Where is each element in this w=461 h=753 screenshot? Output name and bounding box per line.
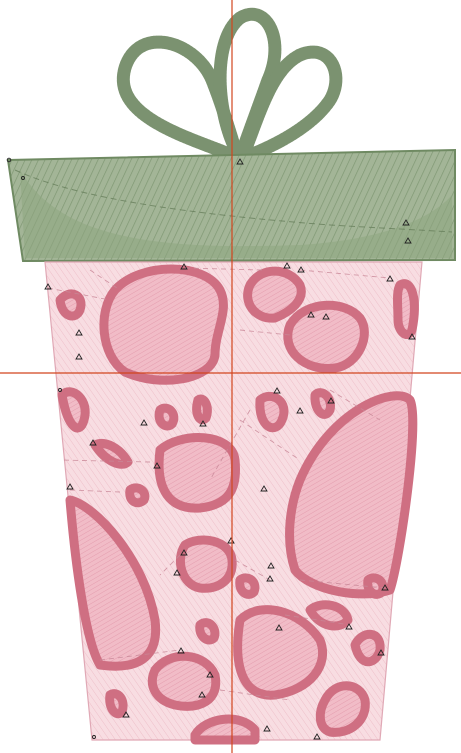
spot-small-8[interactable] [105, 689, 128, 719]
triangle-marker-icon[interactable] [180, 549, 188, 556]
triangle-marker-icon[interactable] [75, 329, 83, 336]
triangle-marker-icon[interactable] [297, 266, 305, 273]
spot-lower-center[interactable] [176, 535, 237, 593]
spot-bottom-right[interactable] [315, 681, 370, 737]
spot-small-14[interactable] [192, 394, 212, 425]
triangle-marker-icon[interactable] [313, 733, 321, 740]
triangle-marker-icon[interactable] [386, 275, 394, 282]
spot-small-9[interactable] [305, 600, 353, 631]
triangle-marker-icon[interactable] [44, 283, 52, 290]
triangle-marker-icon[interactable] [260, 485, 268, 492]
spot-small-13[interactable] [154, 403, 179, 431]
spot-right-top[interactable] [283, 300, 369, 373]
triangle-marker-icon[interactable] [345, 623, 353, 630]
triangle-marker-icon[interactable] [273, 387, 281, 394]
spot-small-6[interactable] [235, 573, 260, 599]
spot-top-center[interactable] [243, 266, 306, 323]
triangle-marker-icon[interactable] [327, 397, 335, 404]
stitch-markers[interactable] [6, 157, 416, 740]
triangle-marker-icon[interactable] [236, 158, 244, 165]
spot-small-4[interactable] [310, 388, 335, 419]
spot-small-12[interactable] [90, 439, 133, 469]
triangle-marker-icon[interactable] [283, 262, 291, 269]
spot-small-5[interactable] [125, 483, 150, 508]
triangle-marker-icon[interactable] [153, 462, 161, 469]
bow-loop-right[interactable] [235, 45, 343, 165]
triangle-marker-icon[interactable] [89, 439, 97, 446]
triangle-marker-icon[interactable] [206, 671, 214, 678]
triangle-marker-icon[interactable] [266, 575, 274, 582]
triangle-marker-icon[interactable] [173, 569, 181, 576]
spot-small-7[interactable] [195, 618, 220, 645]
spot-middle[interactable] [154, 433, 241, 513]
dot-marker-icon[interactable] [58, 388, 62, 392]
triangle-marker-icon[interactable] [75, 353, 83, 360]
lid-shading [20, 170, 452, 258]
triangle-marker-icon[interactable] [198, 691, 206, 698]
lid-dashed-seam [14, 169, 453, 233]
triangle-marker-icon[interactable] [267, 562, 275, 569]
triangle-marker-icon[interactable] [180, 263, 188, 270]
triangle-marker-icon[interactable] [177, 647, 185, 654]
spot-bottom-center[interactable] [233, 605, 328, 700]
leopard-spots[interactable] [55, 264, 419, 745]
spot-small-2[interactable] [57, 387, 90, 433]
triangle-marker-icon[interactable] [322, 313, 330, 320]
spot-large-right[interactable] [285, 391, 418, 599]
triangle-marker-icon[interactable] [402, 219, 410, 226]
triangle-marker-icon[interactable] [140, 419, 148, 426]
triangle-marker-icon[interactable] [408, 333, 416, 340]
dot-marker-icon[interactable] [6, 157, 12, 163]
triangle-marker-icon[interactable] [381, 584, 389, 591]
dot-marker-icon[interactable] [21, 176, 25, 180]
triangle-marker-icon[interactable] [122, 711, 130, 718]
spot-bottom-left[interactable] [147, 651, 221, 711]
spot-small-11[interactable] [350, 629, 385, 667]
triangle-marker-icon[interactable] [199, 420, 207, 427]
spot-large-top[interactable] [99, 264, 228, 385]
triangle-marker-icon[interactable] [275, 624, 283, 631]
spot-large-left[interactable] [65, 495, 161, 671]
spot-bottom-base[interactable] [190, 714, 260, 745]
dot-marker-icon[interactable] [92, 735, 96, 739]
triangle-marker-icon[interactable] [377, 649, 385, 656]
triangle-marker-icon[interactable] [296, 407, 304, 414]
spot-small-10[interactable] [363, 573, 388, 599]
bow-icon[interactable] [116, 7, 343, 165]
triangle-marker-icon[interactable] [263, 725, 271, 732]
spot-small-1[interactable] [55, 289, 86, 321]
spot-small-3[interactable] [255, 391, 289, 433]
triangle-marker-icon[interactable] [404, 237, 412, 244]
spot-far-right[interactable] [393, 279, 419, 339]
triangle-marker-icon[interactable] [307, 311, 315, 318]
triangle-marker-icon[interactable] [66, 483, 74, 490]
